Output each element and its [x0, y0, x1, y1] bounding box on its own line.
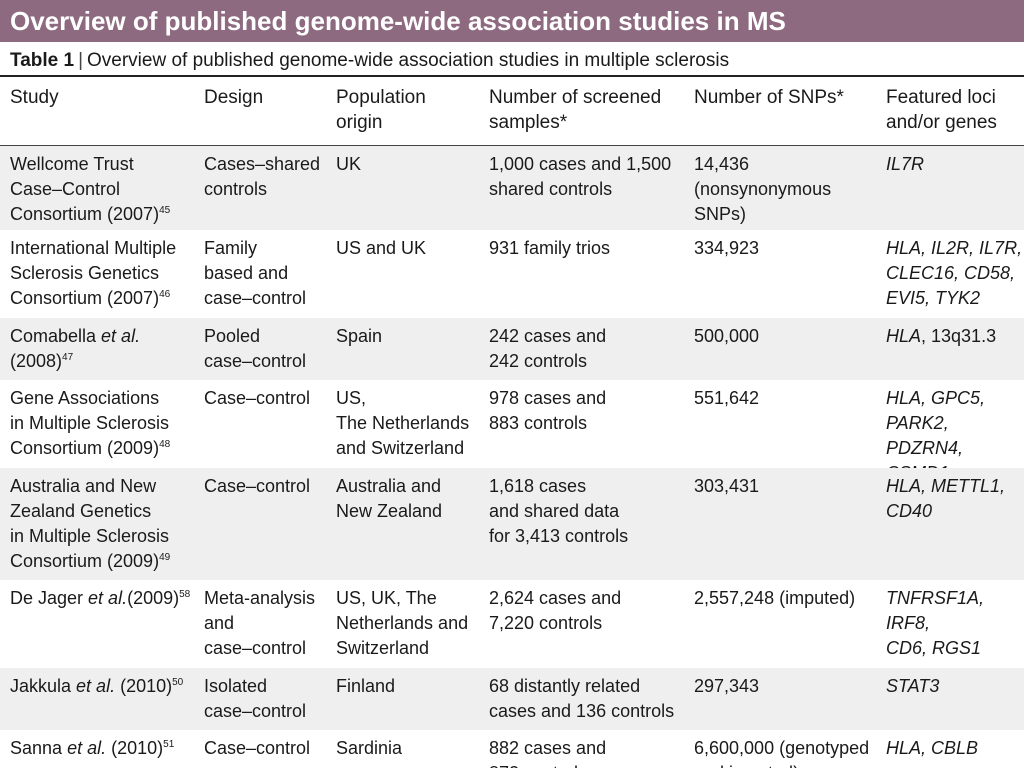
column-header-design: Design	[204, 87, 264, 108]
column-header-study: Study	[10, 87, 59, 108]
study-cell: International Multiple Sclerosis Genetic…	[10, 238, 177, 308]
table-caption-text: Overview of published genome-wide associ…	[87, 50, 730, 71]
study-cell: Sanna et al. (2010)51	[10, 738, 175, 758]
samples-cell: 931 family trios	[489, 238, 611, 258]
table-row: De Jager et al.(2009)58 Meta-analysis an…	[0, 580, 1024, 668]
study-cell: Gene Associations in Multiple Sclerosis …	[10, 388, 171, 458]
snps-cell: 297,343	[694, 676, 760, 696]
design-cell: Case–control	[204, 476, 311, 496]
table-row: International Multiple Sclerosis Genetic…	[0, 230, 1024, 318]
origin-cell: Sardinia	[336, 738, 403, 758]
slide-header: Overview of published genome-wide associ…	[0, 0, 1024, 42]
loci-cell: IL7R	[886, 154, 925, 174]
loci-cell: HLA, METTL1, CD40	[886, 476, 1006, 521]
samples-cell: 242 cases and 242 controls	[489, 326, 607, 371]
loci-cell: HLA, CBLB	[886, 738, 979, 758]
origin-cell: UK	[336, 154, 362, 174]
table-row: Jakkula et al. (2010)50 Isolated case–co…	[0, 668, 1024, 730]
table-row: Gene Associations in Multiple Sclerosis …	[0, 380, 1024, 483]
design-cell: Meta-analysis and case–control	[204, 588, 316, 658]
table-label: Table 1	[10, 50, 75, 71]
design-cell: Family based and case–control	[204, 238, 307, 308]
samples-cell: 68 distantly related cases and 136 contr…	[489, 676, 675, 721]
loci-cell: HLA, 13q31.3	[886, 326, 997, 346]
snps-cell: 2,557,248 (imputed)	[694, 588, 856, 608]
slide-title: Overview of published genome-wide associ…	[10, 6, 786, 36]
table-header-rule	[0, 145, 1024, 146]
snps-cell: 303,431	[694, 476, 760, 496]
snps-cell: 500,000	[694, 326, 760, 346]
samples-cell: 2,624 cases and 7,220 controls	[489, 588, 622, 633]
origin-cell: US, The Netherlands and Switzerland	[336, 388, 470, 458]
table-row: Wellcome Trust Case–Control Consortium (…	[0, 146, 1024, 230]
loci-cell: STAT3	[886, 676, 940, 696]
table-top-rule	[0, 75, 1024, 77]
snps-cell: 14,436 (nonsynonymous SNPs)	[694, 154, 832, 224]
study-cell: Wellcome Trust Case–Control Consortium (…	[10, 154, 171, 224]
table-header-row: Study Design Population origin Number of…	[0, 77, 1024, 145]
origin-cell: Finland	[336, 676, 396, 696]
samples-cell: 978 cases and 883 controls	[489, 388, 607, 433]
design-cell: Case–control	[204, 738, 311, 758]
study-cell: De Jager et al.(2009)58	[10, 588, 191, 608]
study-table: Table 1 | Overview of published genome-wid…	[0, 42, 1024, 768]
table-row: Australia and New Zealand Genetics in Mu…	[0, 468, 1024, 580]
design-cell: Cases–shared controls	[204, 154, 321, 199]
column-header-snps: Number of SNPs*	[694, 87, 844, 108]
study-cell: Australia and New Zealand Genetics in Mu…	[10, 476, 171, 571]
snps-cell: 551,642	[694, 388, 760, 408]
study-cell: Comabella et al. (2008)47	[10, 326, 141, 371]
origin-cell: US and UK	[336, 238, 427, 258]
table-row: Comabella et al. (2008)47 Pooled case–co…	[0, 318, 1024, 380]
origin-cell: Spain	[336, 326, 383, 346]
design-cell: Pooled case–control	[204, 326, 307, 371]
table-caption: Table 1 | Overview of published genome-wid…	[10, 50, 729, 72]
loci-cell: TNFRSF1A, IRF8, CD6, RGS1	[886, 588, 985, 658]
loci-cell: HLA, IL2R, IL7R, CLEC16, CD58, EVI5, TYK…	[886, 238, 1023, 308]
origin-cell: US, UK, The Netherlands and Switzerland	[336, 588, 469, 658]
study-cell: Jakkula et al. (2010)50	[10, 676, 184, 696]
table-row: Sanna et al. (2010)51 Case–control Sardi…	[0, 730, 1024, 768]
column-header-samples: Number of screened samples*	[489, 87, 662, 133]
samples-cell: 1,618 cases and shared data for 3,413 co…	[489, 476, 629, 546]
column-header-origin: Population origin	[336, 87, 426, 133]
design-cell: Case–control	[204, 388, 311, 408]
snps-cell: 6,600,000 (genotyped and imputed)	[694, 738, 870, 768]
design-cell: Isolated case–control	[204, 676, 307, 721]
column-header-loci: Featured loci and/or genes	[886, 87, 997, 133]
samples-cell: 882 cases and 872 controls	[489, 738, 607, 768]
samples-cell: 1,000 cases and 1,500 shared controls	[489, 154, 672, 199]
snps-cell: 334,923	[694, 238, 760, 258]
caption-separator: |	[78, 50, 83, 71]
origin-cell: Australia and New Zealand	[336, 476, 443, 521]
